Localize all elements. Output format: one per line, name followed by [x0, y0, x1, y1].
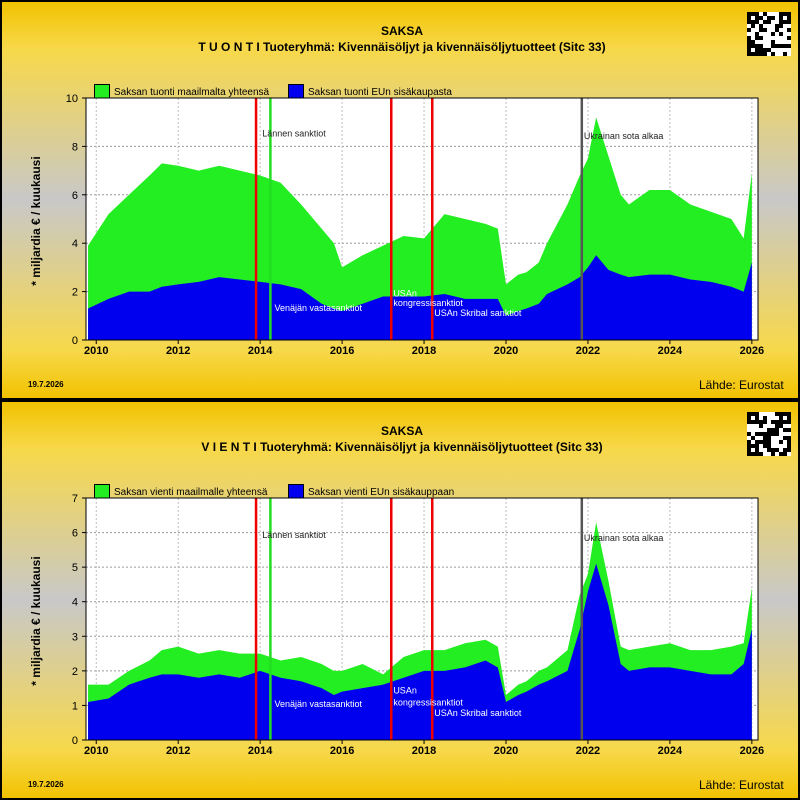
y-tick-label: 1 [72, 700, 78, 712]
legend-label-eu: Saksan vienti EUn sisäkauppaan [308, 486, 455, 498]
chart-title: SAKSA [380, 424, 423, 438]
chart-title: SAKSA [380, 24, 423, 38]
x-tick-label: 2012 [166, 745, 190, 757]
legend-label-eu: Saksan tuonti EUn sisäkaupasta [308, 86, 452, 98]
annotation-label: Venäjän vastasanktiot [274, 699, 362, 709]
x-tick-label: 2010 [84, 345, 108, 357]
date-stamp: 19.7.2026 [28, 780, 64, 789]
x-tick-label: 2016 [330, 345, 354, 357]
legend-label-total: Saksan tuonti maailmalta yhteensä [114, 86, 270, 98]
y-tick-label: 0 [72, 335, 78, 347]
plot-frame [85, 97, 759, 341]
annotation-label: USAn [393, 685, 417, 695]
y-tick-label: 4 [72, 238, 78, 250]
export-chart-panel: SAKSA V I E N T I Tuoteryhmä: Kivennäisö… [0, 400, 800, 800]
qr-code-icon [747, 412, 791, 456]
area-eu [88, 563, 752, 740]
x-tick-label: 2024 [658, 745, 683, 757]
source-label: Lähde: Eurostat [699, 378, 784, 392]
annotation-label: Lännen sanktiot [262, 129, 326, 139]
x-tick-label: 2012 [166, 345, 190, 357]
x-tick-label: 2026 [740, 745, 764, 757]
legend-label-total: Saksan vienti maailmalle yhteensä [114, 486, 268, 498]
y-tick-label: 2 [72, 287, 78, 299]
annotation-label: Venäjän vastasanktiot [274, 303, 362, 313]
y-tick-label: 4 [72, 597, 78, 609]
y-tick-label: 3 [72, 631, 78, 643]
x-tick-label: 2010 [84, 745, 108, 757]
annotation-label: Ukrainan sota alkaa [584, 131, 664, 141]
y-tick-label: 10 [66, 93, 78, 105]
area-eu [88, 255, 752, 340]
y-tick-label: 2 [72, 666, 78, 678]
annotation-label: kongressisanktiot [393, 298, 463, 308]
x-tick-label: 2016 [330, 745, 354, 757]
x-tick-label: 2020 [494, 745, 518, 757]
export-plot: Lännen sanktiot Venäjän vastasanktiot USAn… [72, 493, 764, 757]
annotation-label: USAn Skribal sanktiot [434, 308, 522, 318]
y-tick-label: 6 [72, 190, 78, 202]
date-stamp: 19.7.2026 [28, 380, 64, 389]
x-tick-label: 2022 [576, 745, 600, 757]
y-tick-label: 6 [72, 528, 78, 540]
plot-frame [85, 497, 759, 741]
annotation-label: Lännen sanktiot [262, 530, 326, 540]
y-tick-label: 8 [72, 141, 78, 153]
x-tick-label: 2014 [248, 745, 273, 757]
annotation-label: USAn Skribal sanktiot [434, 708, 522, 718]
y-tick-label: 7 [72, 493, 78, 505]
x-tick-label: 2026 [740, 345, 764, 357]
annotation-label: USAn [393, 288, 417, 298]
chart-subtitle: T U O N T I Tuoteryhmä: Kivennäisöljyt j… [198, 40, 606, 54]
annotation-label: kongressisanktiot [393, 697, 463, 707]
x-tick-label: 2014 [248, 345, 273, 357]
annotation-label: Ukrainan sota alkaa [584, 533, 664, 543]
chart-subtitle: V I E N T I Tuoteryhmä: Kivennäisöljyt j… [201, 440, 603, 454]
y-tick-label: 5 [72, 562, 78, 574]
source-label: Lähde: Eurostat [699, 778, 784, 792]
import-plot: Lännen sanktiot Venäjän vastasanktiot USAn… [66, 93, 764, 357]
x-tick-label: 2018 [412, 345, 436, 357]
x-tick-label: 2018 [412, 745, 436, 757]
x-tick-label: 2020 [494, 345, 518, 357]
x-tick-label: 2022 [576, 345, 600, 357]
qr-code-icon [747, 12, 791, 56]
x-tick-label: 2024 [658, 345, 683, 357]
y-tick-label: 0 [72, 735, 78, 747]
import-chart-panel: SAKSA T U O N T I Tuoteryhmä: Kivennäisö… [0, 0, 800, 400]
